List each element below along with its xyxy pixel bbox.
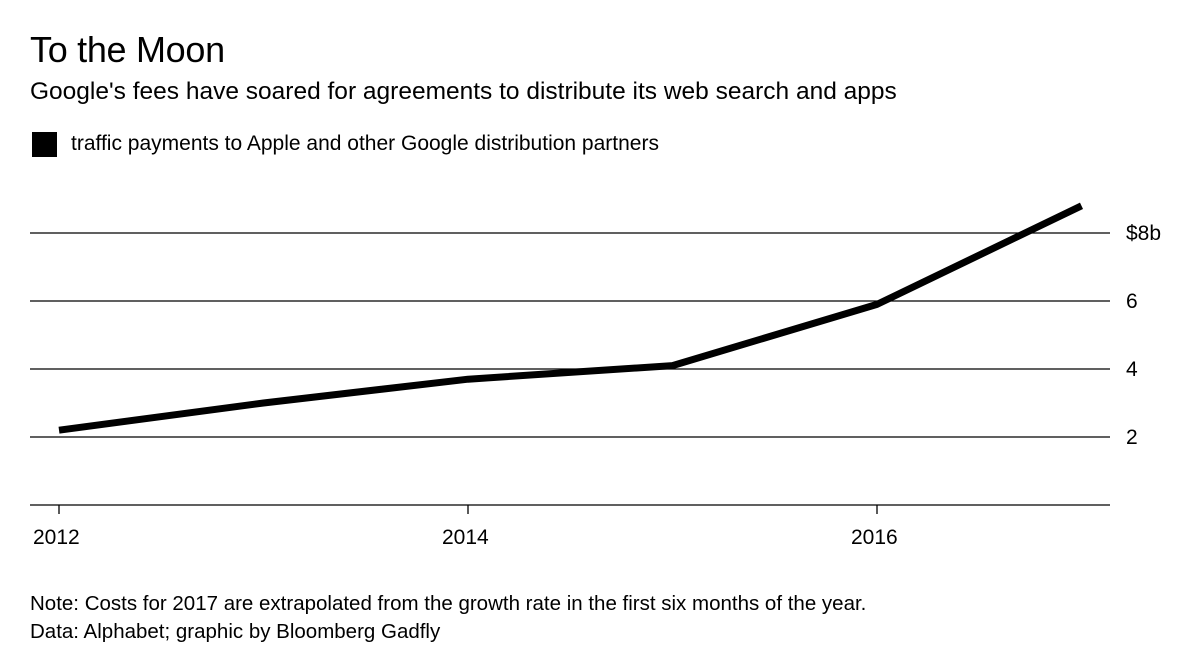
legend-swatch (32, 131, 57, 157)
y-axis: 2 4 6 $8b (1126, 222, 1161, 449)
legend-label: traffic payments to Apple and other Goog… (71, 132, 659, 155)
y-tick-label: $8b (1126, 222, 1161, 245)
y-tick-label: 4 (1126, 358, 1138, 381)
legend: traffic payments to Apple and other Goog… (32, 131, 659, 157)
x-tick-label: 2014 (442, 526, 489, 549)
x-tick-label: 2016 (851, 526, 898, 549)
x-tick-label: 2012 (33, 526, 80, 549)
y-tick-label: 6 (1126, 290, 1138, 313)
note-text: Note: Costs for 2017 are extrapolated fr… (30, 592, 867, 615)
y-tick-label: 2 (1126, 426, 1138, 449)
x-axis: 2012 2014 2016 (30, 504, 1110, 549)
gridlines (30, 232, 1110, 438)
chart-subtitle: Google's fees have soared for agreements… (30, 78, 897, 105)
chart-title: To the Moon (30, 29, 225, 70)
source-text: Data: Alphabet; graphic by Bloomberg Gad… (30, 620, 441, 643)
series-line (58, 202, 1084, 434)
series (58, 202, 1084, 434)
chart-footnote: Note: Costs for 2017 are extrapolated fr… (30, 590, 866, 646)
